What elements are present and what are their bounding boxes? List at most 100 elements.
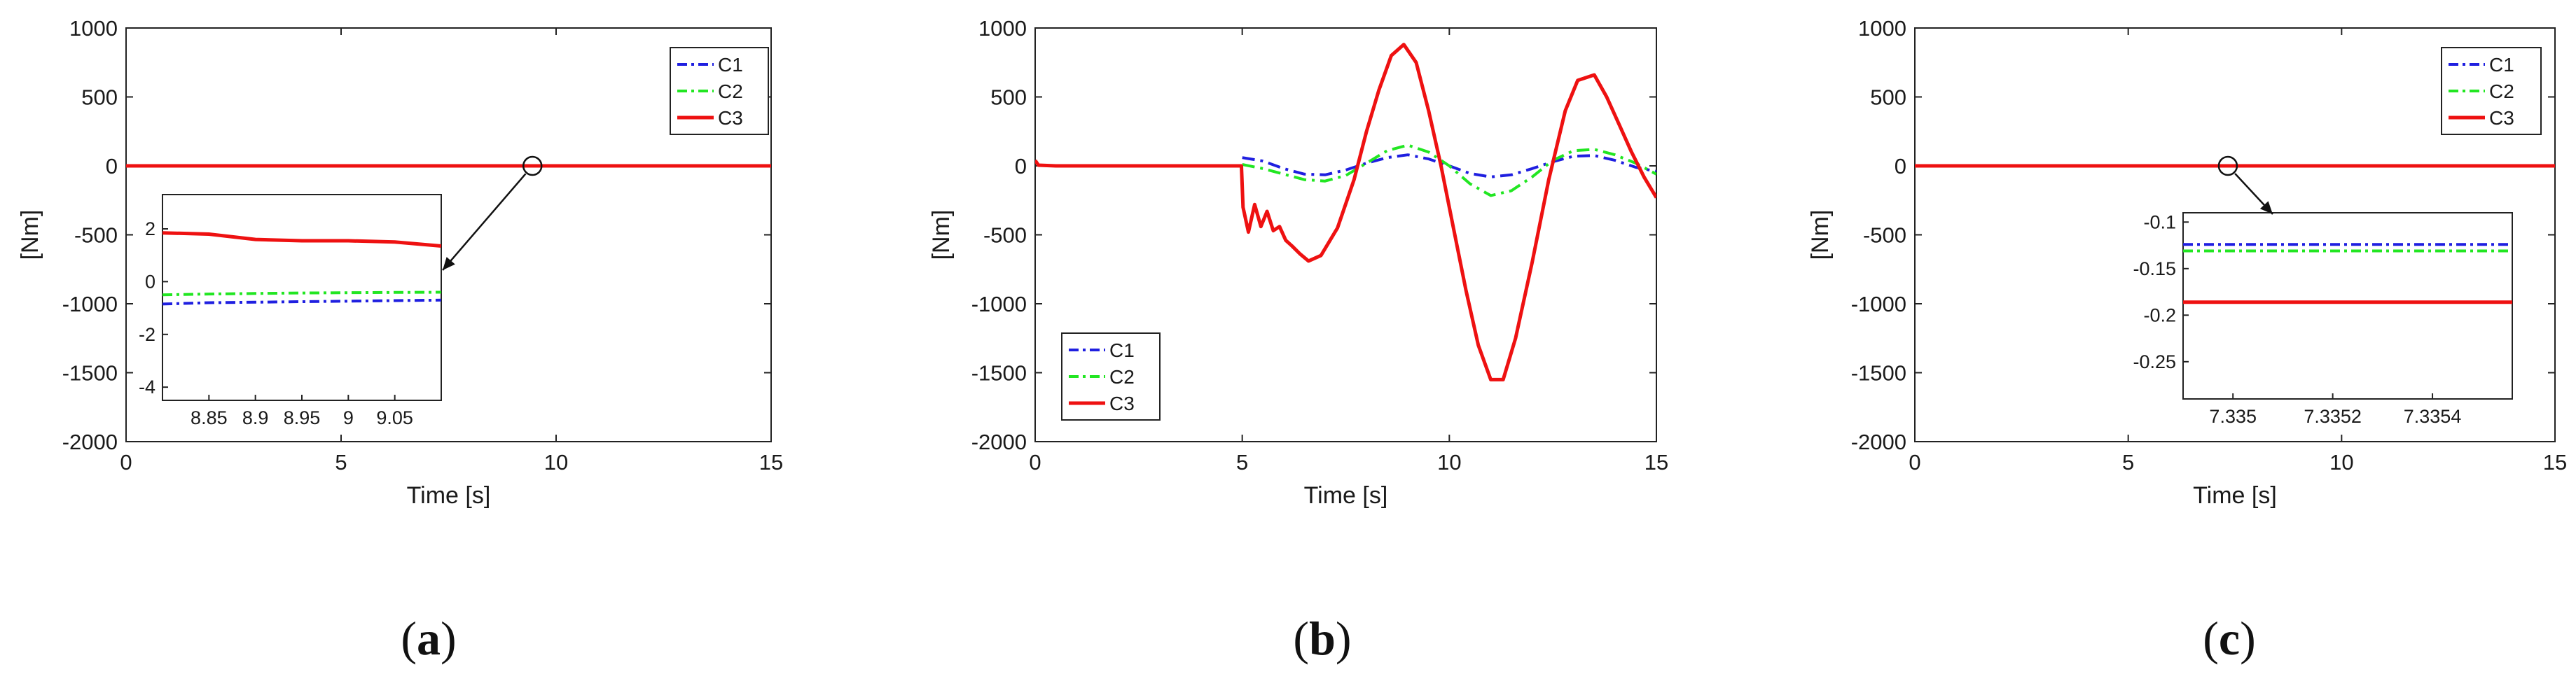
y-tick-label: -500 — [983, 223, 1027, 248]
x-tick-label: 0 — [120, 450, 132, 475]
panel-caption: (c) — [2203, 612, 2256, 665]
y-tick-label: -1500 — [1851, 361, 1906, 386]
inset-box — [2182, 212, 2513, 400]
inset-y-tick-label: 2 — [145, 218, 155, 239]
caption-open-paren: ( — [2203, 612, 2219, 665]
inset-box — [162, 194, 442, 401]
caption-open-paren: ( — [1293, 612, 1309, 665]
caption-letter: b — [1309, 612, 1336, 665]
inset-y-tick-label: -0.2 — [2143, 304, 2176, 325]
legend-label-c1: C1 — [1109, 339, 1135, 361]
x-axis-label: Time [s] — [1304, 482, 1388, 509]
y-tick-label: -500 — [1863, 223, 1906, 248]
y-tick-label: 1000 — [978, 16, 1027, 41]
series-group — [1035, 43, 1656, 381]
inset-zoom: 2 0 -2 -4 8.85 8.9 8.95 9 9.05 — [139, 194, 442, 428]
y-tick-label: 500 — [1870, 85, 1906, 110]
x-tick-label: 0 — [1029, 450, 1041, 475]
inset-x-tick-label: 7.335 — [2209, 406, 2257, 427]
inset-zoom: -0.1 -0.15 -0.2 -0.25 7.335 7.3352 7.3354 — [2133, 211, 2513, 427]
x-tick-label: 10 — [2329, 450, 2353, 475]
y-tick-label: -2000 — [1851, 430, 1906, 454]
legend: C1 C2 C3 — [670, 47, 769, 135]
y-tick-label: -1500 — [971, 361, 1027, 386]
zoom-arrow-line — [442, 173, 527, 271]
caption-close-paren: ) — [2240, 612, 2256, 665]
y-axis-label: [Nm] — [1807, 210, 1834, 260]
zoom-arrow-head — [2259, 201, 2273, 214]
y-tick-label: -1000 — [971, 292, 1027, 316]
x-tick-label: 5 — [1236, 450, 1248, 475]
inset-y-tick-label: -0.25 — [2133, 351, 2176, 372]
x-tick-label: 10 — [544, 450, 568, 475]
y-axis-label: [Nm] — [928, 210, 955, 260]
y-tick-label: -500 — [74, 223, 118, 248]
inset-y-tick-label: 0 — [145, 271, 155, 292]
legend-label-c2: C2 — [2489, 80, 2514, 102]
inset-x-tick-label: 8.95 — [284, 407, 321, 428]
legend-label-c3: C3 — [718, 107, 743, 129]
zoom-marker-circle — [2217, 155, 2238, 176]
legend: C1 C2 C3 — [1061, 332, 1161, 421]
series-line-c2 — [1242, 143, 1656, 197]
zoom-arrow-head — [443, 257, 455, 270]
inset-x-tick-label: 9 — [343, 407, 354, 428]
x-tick-label: 5 — [335, 450, 347, 475]
y-tick-label: -1000 — [1851, 292, 1906, 316]
caption-open-paren: ( — [401, 612, 417, 665]
panel-caption: (a) — [401, 612, 456, 665]
y-tick-label: 0 — [1015, 154, 1027, 178]
inset-x-tick-label: 9.05 — [376, 407, 413, 428]
inset-series-line-c1 — [162, 298, 441, 306]
y-tick-label: 500 — [81, 85, 118, 110]
zoom-marker-circle — [522, 155, 543, 176]
x-tick-label: 0 — [1909, 450, 1920, 475]
inset-x-tick-label: 8.9 — [242, 407, 269, 428]
inset-series-group — [2183, 243, 2512, 304]
inset-series-line-c3 — [162, 231, 441, 248]
y-tick-label: 1000 — [69, 16, 118, 41]
legend-label-c2: C2 — [718, 80, 743, 102]
legend: C1 C2 C3 — [2441, 47, 2542, 135]
y-tick-label: 0 — [106, 154, 118, 178]
inset-x-tick-label: 7.3352 — [2304, 406, 2362, 427]
inset-series-group — [162, 231, 441, 306]
x-tick-label: 15 — [2543, 450, 2567, 475]
legend-label-c3: C3 — [2489, 107, 2514, 129]
inset-y-tick-label: -0.15 — [2133, 258, 2176, 279]
y-tick-label: 0 — [1895, 154, 1906, 178]
caption-letter: c — [2219, 612, 2240, 665]
caption-close-paren: ) — [1336, 612, 1352, 665]
series-line-c3 — [1035, 43, 1656, 381]
y-tick-label: -1500 — [62, 361, 118, 386]
x-tick-label: 5 — [2122, 450, 2134, 475]
inset-x-tick-label: 7.3354 — [2404, 406, 2462, 427]
inset-x-tick-label: 8.85 — [191, 407, 228, 428]
inset-y-tick-label: -2 — [139, 324, 155, 345]
x-tick-label: 15 — [1644, 450, 1668, 475]
legend-label-c1: C1 — [718, 54, 743, 76]
y-tick-label: -2000 — [971, 430, 1027, 454]
y-tick-label: 500 — [990, 85, 1027, 110]
x-tick-label: 15 — [759, 450, 783, 475]
x-axis-label: Time [s] — [407, 482, 491, 509]
legend-label-c3: C3 — [1109, 393, 1135, 414]
x-tick-label: 10 — [1437, 450, 1461, 475]
inset-y-tick-label: -4 — [139, 377, 155, 398]
inset-series-line-c2 — [162, 290, 441, 297]
x-axis-label: Time [s] — [2193, 482, 2277, 509]
inset-y-tick-label: -0.1 — [2143, 211, 2176, 232]
y-tick-label: -1000 — [62, 292, 118, 316]
y-tick-label: -2000 — [62, 430, 118, 454]
legend-label-c2: C2 — [1109, 366, 1135, 388]
caption-close-paren: ) — [441, 612, 457, 665]
y-tick-label: 1000 — [1858, 16, 1906, 41]
caption-letter: a — [417, 612, 441, 665]
y-axis-label: [Nm] — [17, 210, 43, 260]
panel-caption: (b) — [1293, 612, 1351, 665]
legend-label-c1: C1 — [2489, 54, 2514, 76]
